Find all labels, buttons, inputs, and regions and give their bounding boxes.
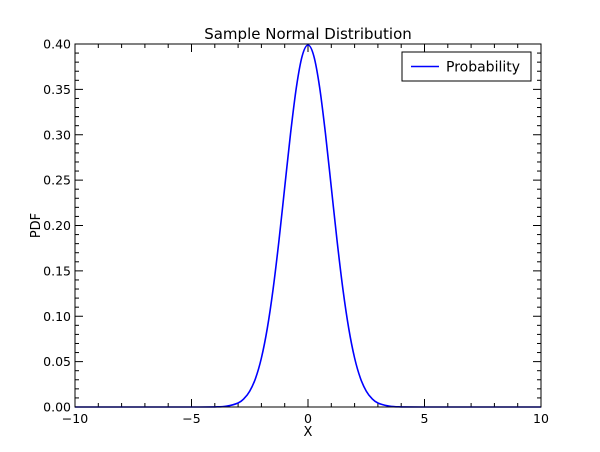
x-tick-label: −10 [62,411,88,426]
x-tick-label: 5 [421,411,429,426]
chart-title: Sample Normal Distribution [204,25,412,43]
y-tick-label: 0.40 [43,37,71,52]
y-tick-label: 0.35 [43,82,71,97]
series-group [74,44,541,408]
x-tick-label: 10 [533,411,549,426]
y-tick-label: 0.00 [43,400,71,415]
y-tick-label: 0.05 [43,354,71,369]
y-tick-label: 0.20 [43,218,71,233]
y-axis-label: PDF [29,213,44,238]
legend: Probability [401,51,532,82]
x-tick-label: −5 [182,411,200,426]
x-tick-label: 0 [304,411,312,426]
y-tick-label: 0.15 [43,263,71,278]
y-tick-label: 0.10 [43,309,71,324]
y-tick-label: 0.25 [43,173,71,188]
plot-frame [74,43,542,408]
y-tick-label: 0.30 [43,127,71,142]
series-line-probability [74,44,541,408]
legend-label-probability: Probability [446,60,520,76]
x-axis-label: X [304,425,313,440]
